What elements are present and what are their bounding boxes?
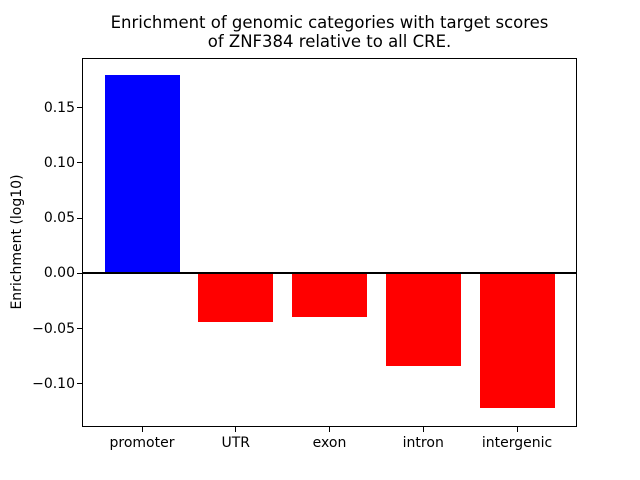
bar-UTR xyxy=(198,273,274,323)
y-tick-label: −0.05 xyxy=(32,320,75,337)
bar-intergenic xyxy=(479,273,555,409)
y-tick-mark xyxy=(77,272,82,274)
bar-intron xyxy=(385,273,461,367)
y-tick-mark xyxy=(77,328,82,330)
x-tick-label-intergenic: intergenic xyxy=(481,435,553,451)
x-tick-label-promoter: promoter xyxy=(109,435,175,451)
y-tick-mark xyxy=(77,383,82,385)
bar-promoter xyxy=(104,74,180,274)
x-tick-mark xyxy=(141,427,143,432)
x-tick-label-intron: intron xyxy=(402,435,444,451)
y-tick-label: 0.10 xyxy=(43,154,75,171)
bar-exon xyxy=(292,273,367,317)
chart-title-line-1: Enrichment of genomic categories with ta… xyxy=(110,13,549,32)
y-tick-mark xyxy=(77,162,82,164)
x-tick-mark xyxy=(516,427,518,432)
y-tick-label: −0.10 xyxy=(32,375,75,392)
y-tick-mark xyxy=(77,217,82,219)
y-axis-label: Enrichment (log10) xyxy=(9,174,25,310)
x-tick-label-exon: exon xyxy=(312,435,347,451)
y-tick-mark xyxy=(77,107,82,109)
chart-title: Enrichment of genomic categories with ta… xyxy=(82,13,577,51)
chart-title-line-2: of ZNF384 relative to all CRE. xyxy=(207,32,452,51)
x-tick-mark xyxy=(235,427,237,432)
x-tick-mark xyxy=(329,427,330,432)
y-tick-label: 0.05 xyxy=(43,210,75,227)
zero-line xyxy=(82,272,577,275)
x-tick-mark xyxy=(422,427,424,432)
y-tick-label: 0.00 xyxy=(43,265,75,282)
x-tick-label-UTR: UTR xyxy=(221,435,251,451)
y-tick-label: 0.15 xyxy=(43,99,75,116)
